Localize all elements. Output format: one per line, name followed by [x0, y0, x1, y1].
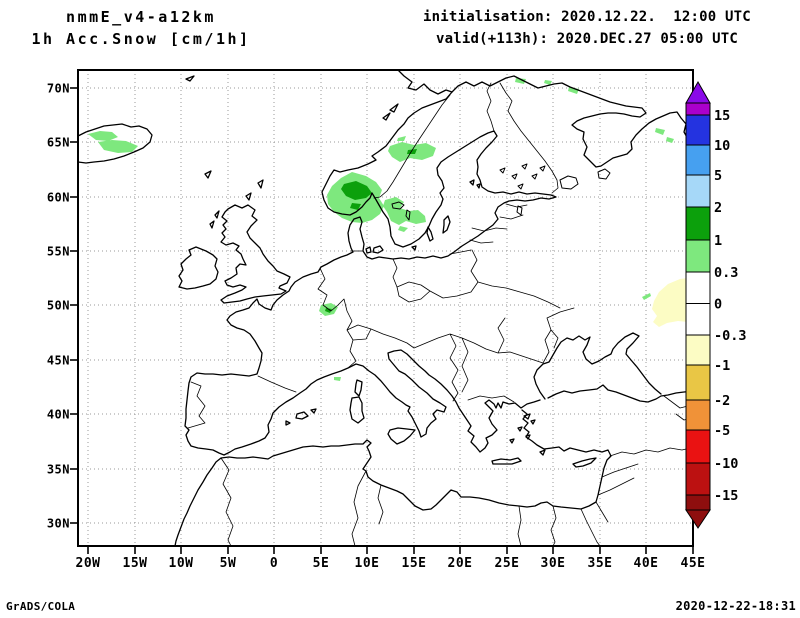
colorbar-label: 15 — [714, 108, 730, 124]
colorbar-segment — [685, 206, 711, 241]
colorbar-label: -0.3 — [714, 328, 747, 344]
colorbar-label: -1 — [714, 358, 730, 374]
coastline-blacksea-south — [547, 384, 693, 403]
lat-label: 70N — [47, 82, 70, 96]
snow-patch-liguria — [334, 377, 341, 381]
colorbar-label: 1 — [714, 233, 722, 249]
lon-label: 30E — [541, 556, 566, 571]
colorbar-segment — [685, 429, 711, 464]
coastline-great-britain — [220, 204, 291, 304]
lon-label: 0 — [270, 556, 278, 571]
lat-label: 60N — [47, 191, 70, 205]
snow-patch-central-sweden — [388, 136, 436, 162]
colorbar-label: -15 — [714, 488, 738, 504]
colorbar-segment — [685, 334, 711, 366]
snow-patch-iceland — [88, 131, 138, 153]
coastline-iceland — [78, 123, 153, 164]
lon-label: 35E — [588, 556, 613, 571]
colorbar-label: 0.3 — [714, 265, 738, 281]
grads-credit: GrADS/COLA — [6, 600, 76, 613]
lat-label: 45N — [47, 354, 70, 368]
lon-label: 15W — [123, 556, 148, 571]
lat-label: 65N — [47, 136, 70, 150]
country-borders — [187, 82, 693, 546]
model-name: nmmE_v4-a12km — [66, 8, 216, 26]
coastline-kola-whitesea — [451, 75, 693, 168]
lon-label: 5W — [220, 556, 237, 571]
lon-label: 45E — [681, 556, 706, 571]
colorbar-segment — [685, 239, 711, 273]
colorbar-cap-top — [685, 80, 711, 104]
colorbar-segment — [685, 462, 711, 496]
snow-specks-north — [515, 78, 674, 300]
lon-label: 20W — [76, 556, 101, 571]
snow-shading — [88, 78, 693, 381]
lon-label: 20E — [448, 556, 473, 571]
colorbar-label: 5 — [714, 168, 722, 184]
colorbar: 15 10 5 2 1 0.3 0 -0.3 -1 -2 -5 -10 -15 — [685, 80, 747, 529]
colorbar-cap-bottom — [685, 509, 711, 529]
lat-label: 30N — [47, 517, 70, 531]
colorbar-label: 0 — [714, 297, 722, 313]
lat-label: 50N — [47, 299, 70, 313]
snow-patch-central-sweden-heavy — [407, 149, 417, 154]
coastline-ireland — [178, 246, 219, 290]
colorbar-segment — [685, 102, 711, 116]
coastline-lakes — [391, 163, 611, 221]
negative-patch-east-edge — [652, 277, 693, 327]
lon-label: 10E — [355, 556, 380, 571]
colorbar-segment — [685, 494, 711, 511]
colorbar-segment — [685, 399, 711, 431]
snow-patch-norway-heavy — [341, 181, 372, 210]
colorbar-segment — [685, 303, 711, 336]
colorbar-segment — [685, 271, 711, 304]
colorbar-label: 10 — [714, 138, 730, 154]
colorbar-segment — [685, 144, 711, 176]
colorbar-label: -10 — [714, 456, 738, 472]
variable-name: 1h Acc.Snow [cm/1h] — [31, 30, 251, 48]
lat-label: 40N — [47, 408, 70, 422]
colorbar-label: -2 — [714, 393, 730, 409]
colorbar-segment — [685, 114, 711, 146]
lon-label: 5E — [313, 556, 330, 571]
colorbar-segment — [685, 364, 711, 401]
coastline-blacksea-north — [533, 332, 662, 400]
lat-label: 55N — [47, 245, 70, 259]
axis-labels: 70N 65N 60N 55N 50N 45N 40N 35N 30N 20W 15W 10W 5W 0 5… — [47, 82, 706, 572]
plot-title: nmmE_v4-a12km 1h Acc.Snow [cm/1h] — [18, 6, 264, 50]
coastline-europe-main — [184, 70, 557, 456]
colorbar-label: -5 — [714, 423, 730, 439]
run-info: initialisation: 2020.12.22. 12:00 UTC va… — [412, 6, 762, 50]
creation-timestamp: 2020-12-22-18:31 — [675, 599, 796, 613]
lat-label: 35N — [47, 463, 70, 477]
coastline-islands — [185, 75, 597, 468]
snow-patch-belgium-heavy — [325, 308, 332, 313]
lon-label: 10W — [169, 556, 194, 571]
lat-lon-gridlines — [78, 70, 693, 546]
coastlines — [78, 70, 693, 546]
valid-time: valid(+113h): 2020.DEC.27 05:00 UTC — [435, 31, 738, 47]
colorbar-segment — [685, 174, 711, 208]
lon-label: 40E — [634, 556, 659, 571]
lon-label: 15E — [402, 556, 427, 571]
lon-label: 25E — [495, 556, 520, 571]
initialisation-time: initialisation: 2020.12.22. 12:00 UTC — [423, 9, 751, 25]
snow-patch-south-sweden — [383, 197, 426, 232]
coastline-levant-africa — [174, 409, 612, 546]
map-frame — [77, 69, 694, 547]
colorbar-label: 2 — [714, 200, 722, 216]
